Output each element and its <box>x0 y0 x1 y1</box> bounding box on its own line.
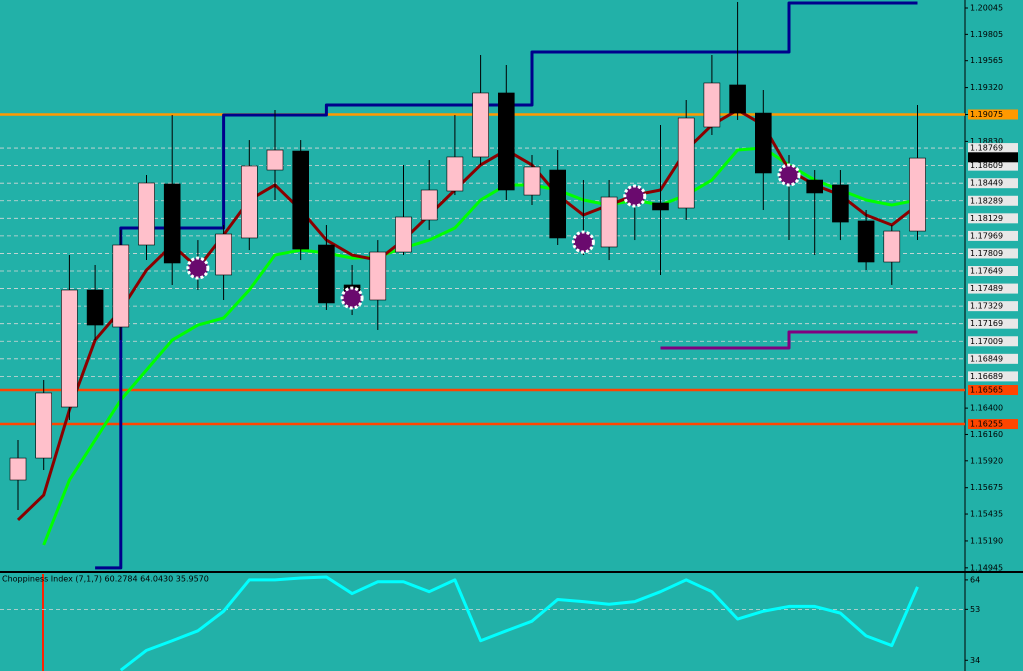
candle-body <box>420 189 438 221</box>
last-price-label: 1.18685 <box>970 153 1003 162</box>
level-label-box <box>968 301 1018 312</box>
candle-body <box>35 392 53 459</box>
level-label-box <box>968 266 1018 277</box>
hline-label-box <box>968 109 1018 120</box>
candle-body <box>832 184 849 223</box>
y-tick-label: 1.15435 <box>970 510 1003 519</box>
y-tick-label: 1.19320 <box>970 83 1003 92</box>
candle-body <box>138 182 155 246</box>
candle-body <box>163 183 181 264</box>
candle-body <box>497 92 515 191</box>
level-label-box <box>968 248 1018 259</box>
candle-body <box>703 82 721 128</box>
level-label-box <box>968 213 1018 224</box>
level-label: 1.18449 <box>970 179 1003 188</box>
y-tick-label: 1.15190 <box>970 536 1003 545</box>
candle-body <box>112 244 130 328</box>
candle-body <box>652 202 669 211</box>
candle-body <box>549 169 567 239</box>
level-label-box <box>968 143 1018 154</box>
level-label: 1.17009 <box>970 337 1003 346</box>
indicator-line <box>660 330 918 350</box>
indicator-line <box>42 146 918 546</box>
candle-body <box>215 233 232 276</box>
candle-body <box>909 157 926 232</box>
fractal-marker <box>777 163 801 187</box>
y-tick-label: 1.19565 <box>970 56 1003 65</box>
last-price-box <box>968 152 1018 163</box>
level-label: 1.17969 <box>970 231 1003 240</box>
candle-body <box>677 117 695 209</box>
y-tick-label: 34 <box>970 656 980 665</box>
candle-body <box>318 244 335 304</box>
level-label: 1.17169 <box>970 319 1003 328</box>
candle-body <box>369 251 387 301</box>
y-tick-label: 53 <box>970 605 980 614</box>
indicator-line <box>119 575 919 671</box>
level-label: 1.17489 <box>970 284 1003 293</box>
level-label: 1.18769 <box>970 144 1003 153</box>
level-label-box <box>968 195 1018 206</box>
candle-body <box>241 165 258 239</box>
level-label-box <box>968 353 1018 364</box>
y-tick-label: 1.14945 <box>970 563 1003 572</box>
y-tick-label: 1.20045 <box>970 4 1003 13</box>
level-label-box <box>968 318 1018 329</box>
hline-label: 1.16565 <box>970 386 1003 395</box>
candle-body <box>9 457 27 481</box>
y-tick-label: 1.16400 <box>970 404 1003 413</box>
candle-body <box>86 289 104 326</box>
level-label: 1.16849 <box>970 354 1003 363</box>
y-tick-label: 1.19805 <box>970 30 1003 39</box>
candle-body <box>523 166 541 196</box>
level-label-box <box>968 371 1018 382</box>
level-label: 1.18129 <box>970 214 1003 223</box>
y-tick-label: 1.18830 <box>970 137 1003 146</box>
fractal-marker <box>186 256 210 280</box>
candle-body <box>729 84 746 114</box>
y-tick-label: 1.16160 <box>970 430 1003 439</box>
candle-body <box>446 156 464 192</box>
level-label: 1.17809 <box>970 249 1003 258</box>
candle-body <box>395 216 412 253</box>
candle-body <box>883 230 901 263</box>
level-label: 1.18289 <box>970 196 1003 205</box>
candle-body <box>292 150 310 250</box>
level-label: 1.16689 <box>970 372 1003 381</box>
candle-body <box>61 289 78 408</box>
hline-label-box <box>968 385 1018 396</box>
level-label-box <box>968 160 1018 171</box>
candle-body <box>266 149 284 171</box>
indicator-line <box>95 1 918 570</box>
y-tick-label: 1.15920 <box>970 456 1003 465</box>
candle-body <box>600 196 618 248</box>
candle-body <box>472 92 489 158</box>
level-label-box <box>968 336 1018 347</box>
hline-label-box <box>968 419 1018 430</box>
level-label: 1.17329 <box>970 302 1003 311</box>
level-label: 1.18609 <box>970 161 1003 170</box>
y-tick-label: 64 <box>970 575 980 584</box>
y-tick-label: 1.15675 <box>970 483 1003 492</box>
candle-body <box>857 220 875 263</box>
hline-label: 1.16255 <box>970 420 1003 429</box>
level-label-box <box>968 230 1018 241</box>
fractal-marker <box>340 286 364 310</box>
level-label-box <box>968 283 1018 294</box>
level-label-box <box>968 178 1018 189</box>
level-label: 1.17649 <box>970 267 1003 276</box>
candle-body <box>754 112 772 174</box>
candle-body <box>806 179 824 194</box>
fractal-marker <box>571 230 595 254</box>
fractal-marker <box>623 184 647 208</box>
hline-label: 1.19075 <box>970 110 1003 119</box>
indicator-title: Choppiness Index (7,1,7) 60.2784 64.0430… <box>2 575 209 584</box>
